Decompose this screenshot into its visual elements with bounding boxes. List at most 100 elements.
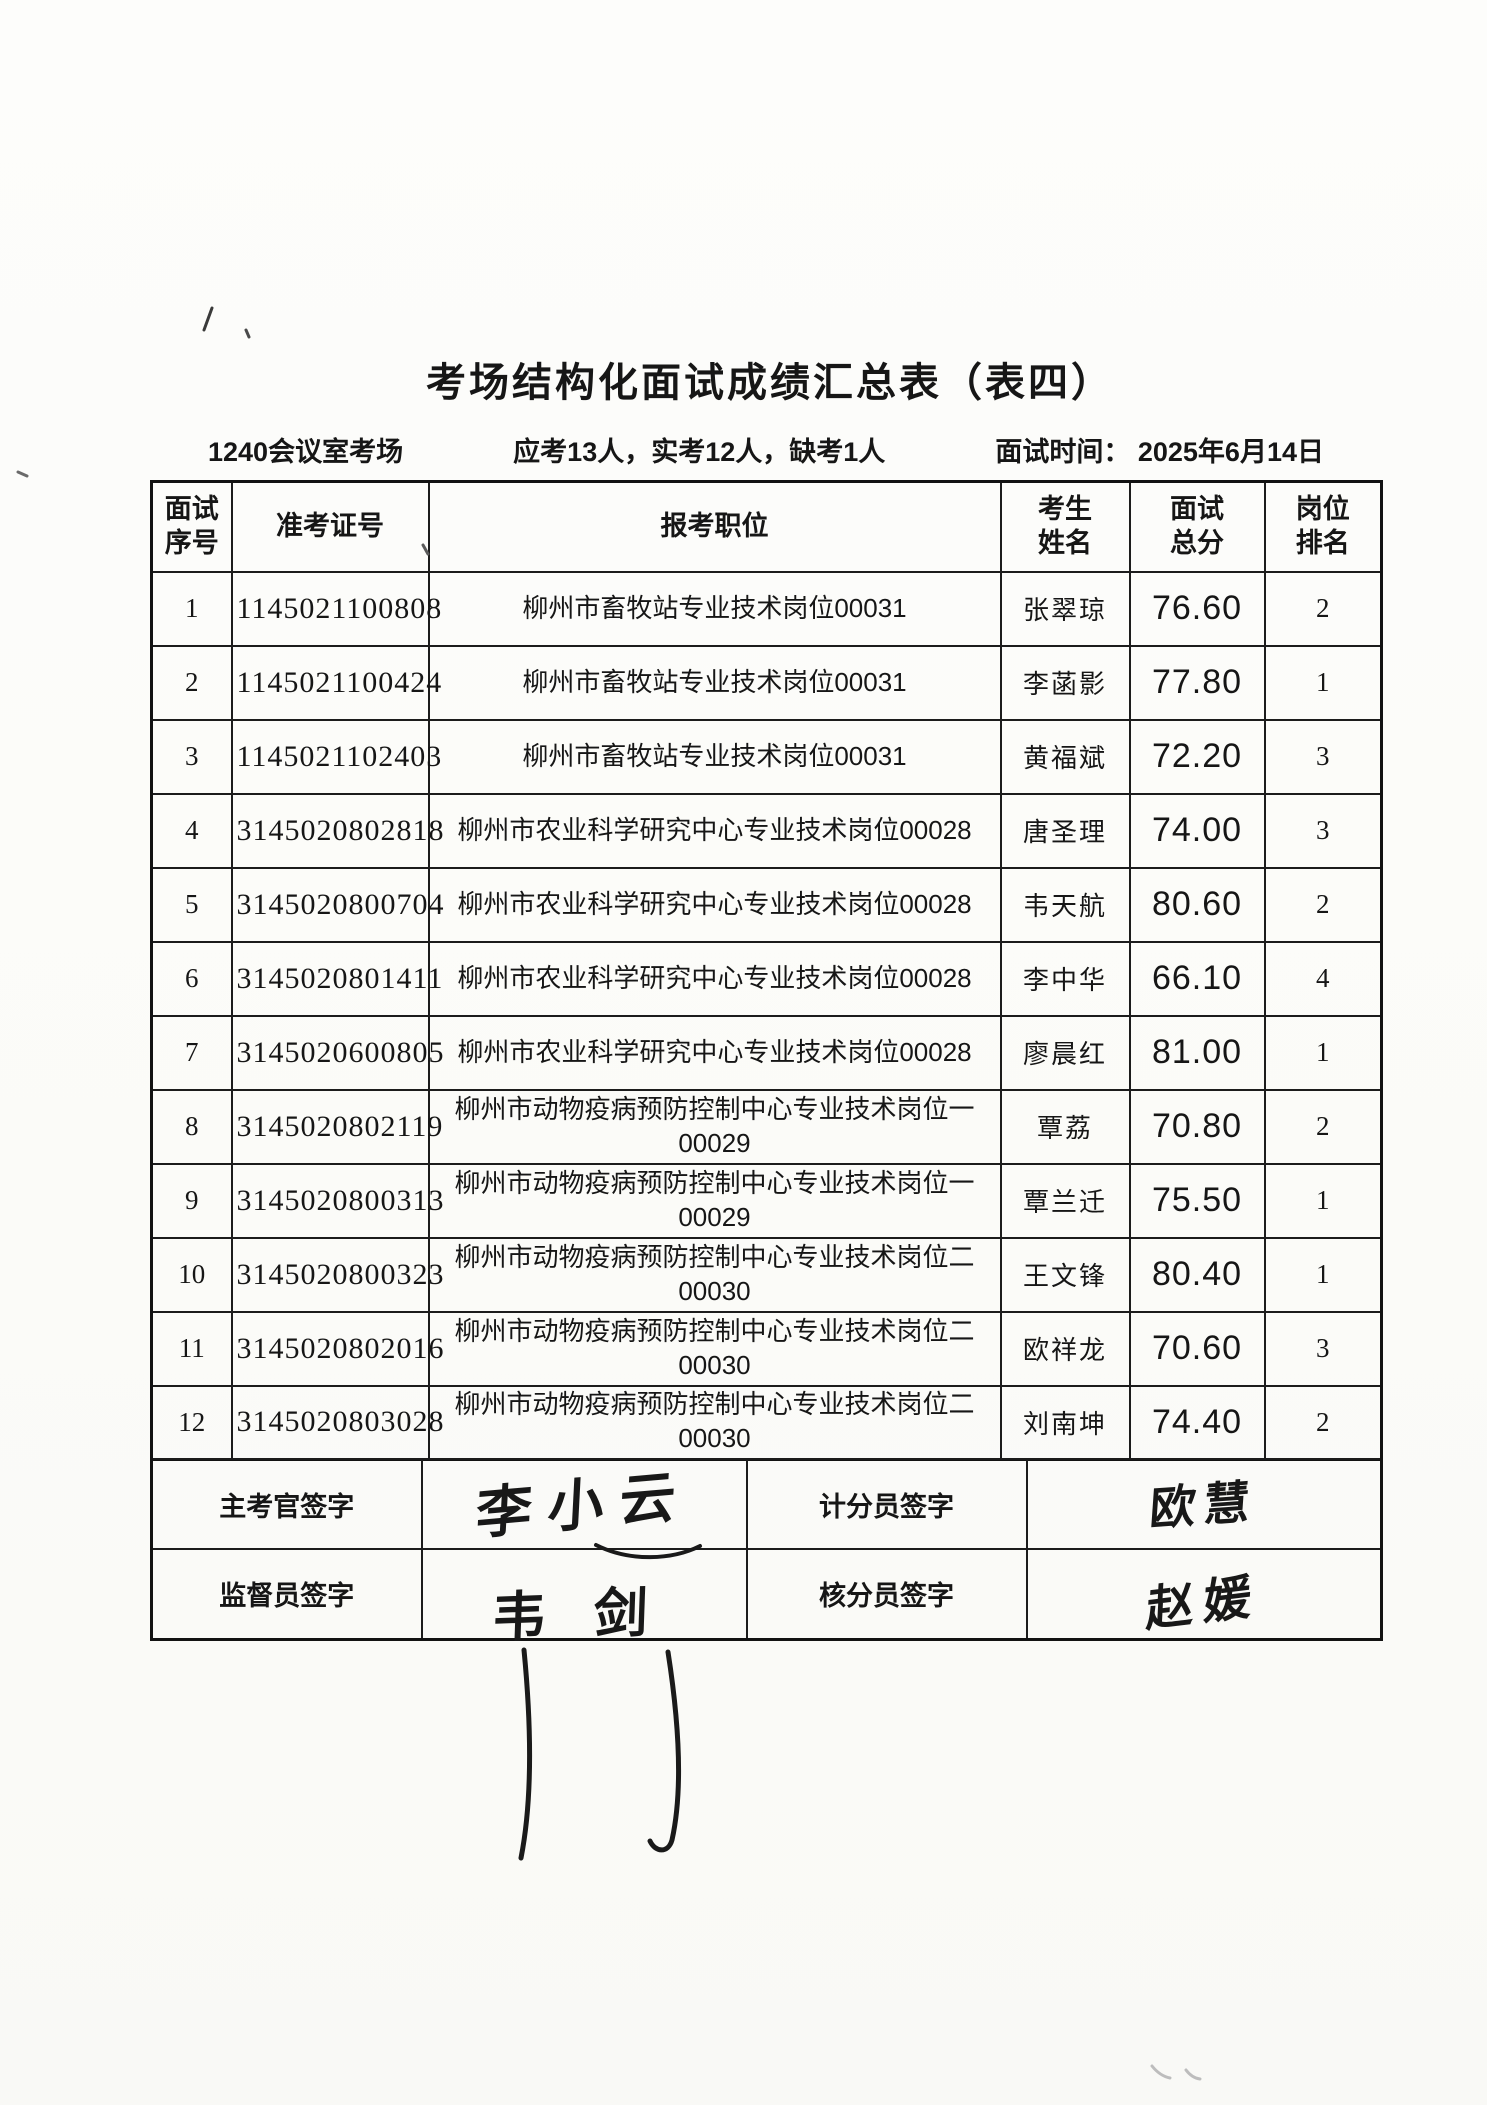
- signature-table: 主考官签字 李小云 计分员签字 欧慧 监督员签字 韦剑 核分员签字 赵媛: [150, 1458, 1383, 1649]
- cell-interview-seq: 6: [150, 940, 233, 1017]
- cell-ticket-number: 1145021100808: [230, 570, 441, 647]
- cell-ticket-number: 3145020600805: [230, 1014, 444, 1091]
- cell-position: 柳州市农业科学研究中心专业技术岗位00028: [427, 940, 1002, 1017]
- scorer-signature: 欧慧: [1147, 1475, 1260, 1535]
- cell-position-rank: 1: [1263, 1236, 1383, 1313]
- cell-interview-seq: 3: [150, 718, 233, 795]
- cell-total-score: 76.60: [1128, 570, 1266, 647]
- cell-position-rank: 2: [1263, 866, 1383, 943]
- cell-ticket-number: 3145020803028: [230, 1384, 444, 1461]
- cell-candidate-name: 王文锋: [999, 1236, 1131, 1313]
- position-text: 柳州市动物疫病预防控制中心专业技术岗位一: [454, 1093, 975, 1124]
- cell-position: 柳州市动物疫病预防控制中心专业技术岗位二 00030: [427, 1236, 1002, 1313]
- cell-total-score: 74.00: [1128, 792, 1266, 869]
- cell-interview-seq: 7: [150, 1014, 233, 1091]
- cell-ticket-number: 3145020801411: [230, 940, 442, 1017]
- supervisor-label: 监督员签字: [150, 1548, 423, 1640]
- position-text: 柳州市动物疫病预防控制中心专业技术岗位二: [454, 1389, 975, 1420]
- cell-ticket-number: 3145020800704: [230, 866, 444, 943]
- cell-position-rank: 4: [1263, 940, 1383, 1017]
- cell-candidate-name: 廖晨红: [999, 1014, 1131, 1091]
- checker-signature: 赵媛: [1144, 1569, 1263, 1638]
- supervisor-signature-hook-stroke: [647, 1649, 682, 1853]
- cell-total-score: 74.40: [1128, 1384, 1266, 1461]
- cell-position: 柳州市农业科学研究中心专业技术岗位00028: [427, 792, 1002, 869]
- interview-time-label: 面试时间： 2025年6月14日: [995, 437, 1324, 467]
- cell-position: 柳州市动物疫病预防控制中心专业技术岗位二 00030: [427, 1310, 1002, 1387]
- chief-examiner-label: 主考官签字: [150, 1458, 423, 1550]
- score-row: 6 3145020801411 柳州市农业科学研究中心专业技术岗位00028 李…: [150, 940, 1383, 1017]
- cell-candidate-name: 李中华: [999, 940, 1131, 1017]
- checker-label: 核分员签字: [745, 1548, 1028, 1640]
- position-text: 柳州市动物疫病预防控制中心专业技术岗位二: [454, 1241, 975, 1272]
- cell-candidate-name: 欧祥龙: [999, 1310, 1131, 1387]
- position-text: 柳州市农业科学研究中心专业技术岗位00028: [457, 888, 972, 919]
- position-text: 柳州市农业科学研究中心专业技术岗位00028: [457, 1036, 972, 1067]
- cell-candidate-name: 张翠琼: [999, 570, 1131, 647]
- cell-ticket-number: 1145021102403: [230, 718, 441, 795]
- position-text: 柳州市畜牧站专业技术岗位00031: [522, 592, 907, 623]
- attendance-label: 应考13人，实考12人，缺考1人: [513, 437, 886, 467]
- position-code-text: 00030: [678, 1349, 751, 1380]
- cell-candidate-name: 唐圣理: [999, 792, 1131, 869]
- cell-interview-seq: 4: [150, 792, 233, 869]
- cell-candidate-name: 刘南坤: [999, 1384, 1131, 1461]
- signature-row-1: 主考官签字 李小云 计分员签字 欧慧: [150, 1458, 1383, 1550]
- cell-candidate-name: 李菡影: [999, 644, 1131, 721]
- signature-row-2: 监督员签字 韦剑 核分员签字 赵媛: [150, 1548, 1383, 1649]
- scan-speck-2: [244, 328, 251, 339]
- header-row: 面试 序号 准考证号 报考职位 考生 姓名 面试 总分 岗位 排名: [150, 480, 1383, 573]
- scan-speck-3: [16, 470, 29, 478]
- position-text: 柳州市农业科学研究中心专业技术岗位00028: [457, 814, 972, 845]
- cell-total-score: 70.60: [1128, 1310, 1266, 1387]
- cell-total-score: 66.10: [1128, 940, 1266, 1017]
- cell-position: 柳州市畜牧站专业技术岗位00031: [427, 644, 1002, 721]
- cell-total-score: 80.60: [1128, 866, 1266, 943]
- score-summary-table: 面试 序号 准考证号 报考职位 考生 姓名 面试 总分 岗位 排名 1 1145…: [150, 480, 1383, 1461]
- cell-ticket-number: 1145021100424: [230, 644, 441, 721]
- position-text: 柳州市动物疫病预防控制中心专业技术岗位一: [454, 1167, 975, 1198]
- col-position: 报考职位: [427, 480, 1002, 573]
- cell-ticket-number: 3145020802016: [230, 1310, 444, 1387]
- score-row: 8 3145020802119 柳州市动物疫病预防控制中心专业技术岗位一 000…: [150, 1088, 1383, 1165]
- exam-room-label: 1240会议室考场: [208, 437, 404, 467]
- cell-position: 柳州市农业科学研究中心专业技术岗位00028: [427, 1014, 1002, 1091]
- cell-total-score: 72.20: [1128, 718, 1266, 795]
- cell-position-rank: 2: [1263, 570, 1383, 647]
- col-ticket-number: 准考证号: [230, 480, 430, 573]
- cell-position: 柳州市动物疫病预防控制中心专业技术岗位二 00030: [427, 1384, 1002, 1461]
- scorer-signature-cell: 欧慧: [1025, 1458, 1383, 1550]
- cell-ticket-number: 3145020802119: [230, 1088, 442, 1165]
- scan-speck-1: [202, 306, 214, 332]
- cell-position: 柳州市畜牧站专业技术岗位00031: [427, 570, 1002, 647]
- cell-interview-seq: 1: [150, 570, 233, 647]
- cell-interview-seq: 8: [150, 1088, 233, 1165]
- cell-position-rank: 2: [1263, 1088, 1383, 1165]
- cell-position-rank: 3: [1263, 1310, 1383, 1387]
- score-row: 5 3145020800704 柳州市农业科学研究中心专业技术岗位00028 韦…: [150, 866, 1383, 943]
- cell-interview-seq: 9: [150, 1162, 233, 1239]
- cell-candidate-name: 韦天航: [999, 866, 1131, 943]
- col-position-rank: 岗位 排名: [1263, 480, 1383, 573]
- corner-smudge: [1150, 2064, 1202, 2081]
- cell-ticket-number: 3145020800323: [230, 1236, 444, 1313]
- cell-position: 柳州市农业科学研究中心专业技术岗位00028: [427, 866, 1002, 943]
- score-row: 11 3145020802016 柳州市动物疫病预防控制中心专业技术岗位二 00…: [150, 1310, 1383, 1387]
- cell-interview-seq: 5: [150, 866, 233, 943]
- position-text: 柳州市农业科学研究中心专业技术岗位00028: [457, 962, 972, 993]
- supervisor-signature: 韦剑: [490, 1581, 697, 1649]
- score-row: 4 3145020802818 柳州市农业科学研究中心专业技术岗位00028 唐…: [150, 792, 1383, 869]
- score-row: 1 1145021100808 柳州市畜牧站专业技术岗位00031 张翠琼 76…: [150, 570, 1383, 647]
- cell-candidate-name: 覃荔: [999, 1088, 1131, 1165]
- cell-total-score: 70.80: [1128, 1088, 1266, 1165]
- cell-candidate-name: 覃兰迁: [999, 1162, 1131, 1239]
- score-row: 9 3145020800313 柳州市动物疫病预防控制中心专业技术岗位一 000…: [150, 1162, 1383, 1239]
- checker-signature-cell: 赵媛: [1025, 1548, 1383, 1640]
- cell-position-rank: 1: [1263, 1162, 1383, 1239]
- position-code-text: 00030: [678, 1275, 751, 1306]
- info-row: 1240会议室考场 应考13人，实考12人，缺考1人 面试时间： 2025年6月…: [150, 430, 1380, 469]
- scorer-label: 计分员签字: [745, 1458, 1028, 1550]
- chief-examiner-signature-cell: 李小云: [420, 1458, 748, 1550]
- position-code-text: 00029: [678, 1201, 751, 1232]
- cell-position-rank: 3: [1263, 792, 1383, 869]
